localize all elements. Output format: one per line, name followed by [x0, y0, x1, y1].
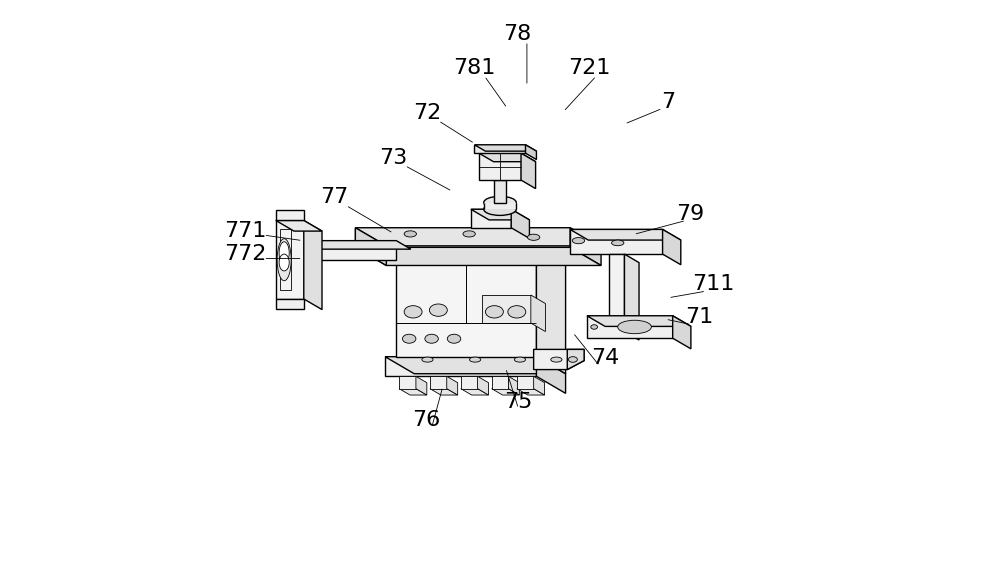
Polygon shape	[624, 254, 639, 340]
Ellipse shape	[591, 325, 598, 329]
Text: 76: 76	[412, 410, 440, 430]
Polygon shape	[609, 254, 624, 332]
Ellipse shape	[404, 306, 422, 318]
Polygon shape	[484, 202, 516, 209]
Ellipse shape	[568, 357, 577, 362]
Polygon shape	[479, 153, 536, 162]
Polygon shape	[508, 377, 519, 395]
Ellipse shape	[572, 238, 585, 244]
Text: 772: 772	[224, 244, 266, 264]
Polygon shape	[471, 209, 511, 228]
Polygon shape	[474, 145, 536, 151]
Polygon shape	[517, 377, 534, 389]
Text: 75: 75	[504, 392, 533, 411]
Polygon shape	[526, 145, 536, 160]
Polygon shape	[355, 228, 386, 265]
Polygon shape	[430, 389, 458, 395]
Ellipse shape	[618, 320, 651, 334]
Ellipse shape	[404, 231, 416, 237]
Polygon shape	[396, 247, 566, 264]
Text: 78: 78	[503, 24, 531, 44]
Polygon shape	[385, 357, 566, 374]
Ellipse shape	[612, 240, 624, 246]
Text: 71: 71	[685, 307, 713, 328]
Polygon shape	[567, 350, 584, 370]
Polygon shape	[355, 228, 601, 246]
Polygon shape	[534, 377, 545, 395]
Polygon shape	[461, 389, 489, 395]
Text: 77: 77	[320, 187, 349, 207]
Polygon shape	[474, 145, 526, 153]
Ellipse shape	[470, 357, 481, 362]
Ellipse shape	[402, 334, 416, 343]
Text: 72: 72	[413, 103, 441, 123]
Ellipse shape	[425, 334, 438, 343]
Polygon shape	[276, 220, 322, 231]
Ellipse shape	[463, 231, 475, 237]
Polygon shape	[663, 229, 681, 265]
Ellipse shape	[277, 239, 291, 281]
Ellipse shape	[527, 234, 540, 241]
Polygon shape	[521, 153, 536, 189]
Text: 771: 771	[224, 220, 266, 241]
Polygon shape	[479, 153, 521, 180]
Polygon shape	[536, 247, 566, 374]
Polygon shape	[511, 209, 529, 238]
Polygon shape	[531, 295, 545, 332]
Polygon shape	[399, 389, 427, 395]
Polygon shape	[570, 228, 601, 265]
Polygon shape	[536, 357, 566, 393]
Polygon shape	[276, 210, 304, 220]
Ellipse shape	[484, 196, 516, 209]
Ellipse shape	[551, 357, 562, 362]
Ellipse shape	[447, 334, 461, 343]
Polygon shape	[304, 220, 322, 310]
Polygon shape	[430, 377, 447, 389]
Polygon shape	[396, 247, 536, 357]
Ellipse shape	[429, 304, 447, 316]
Polygon shape	[534, 350, 584, 370]
Polygon shape	[276, 299, 304, 309]
Polygon shape	[478, 377, 489, 395]
Polygon shape	[471, 209, 529, 220]
Polygon shape	[303, 241, 411, 249]
Polygon shape	[303, 241, 396, 260]
Polygon shape	[673, 316, 691, 349]
Polygon shape	[517, 389, 545, 395]
Polygon shape	[385, 357, 536, 377]
Ellipse shape	[485, 306, 503, 318]
Polygon shape	[461, 377, 478, 389]
Polygon shape	[570, 229, 681, 240]
Ellipse shape	[422, 357, 433, 362]
Polygon shape	[447, 377, 458, 395]
Polygon shape	[587, 316, 673, 338]
Polygon shape	[355, 247, 601, 265]
Text: 73: 73	[379, 148, 408, 167]
Polygon shape	[482, 295, 531, 323]
Polygon shape	[492, 377, 508, 389]
Polygon shape	[494, 180, 506, 202]
Polygon shape	[416, 377, 427, 395]
Text: 7: 7	[661, 92, 675, 112]
Polygon shape	[276, 220, 304, 299]
Ellipse shape	[279, 242, 289, 264]
Text: 781: 781	[454, 58, 496, 78]
Ellipse shape	[508, 306, 526, 318]
Polygon shape	[492, 389, 519, 395]
Ellipse shape	[484, 203, 516, 215]
Text: 74: 74	[591, 348, 620, 368]
Polygon shape	[587, 316, 691, 327]
Polygon shape	[399, 377, 416, 389]
Ellipse shape	[514, 357, 526, 362]
Text: 711: 711	[692, 274, 734, 294]
Polygon shape	[570, 229, 663, 254]
Ellipse shape	[279, 254, 289, 271]
Polygon shape	[355, 228, 570, 247]
Text: 79: 79	[676, 204, 705, 224]
Text: 721: 721	[569, 58, 611, 78]
